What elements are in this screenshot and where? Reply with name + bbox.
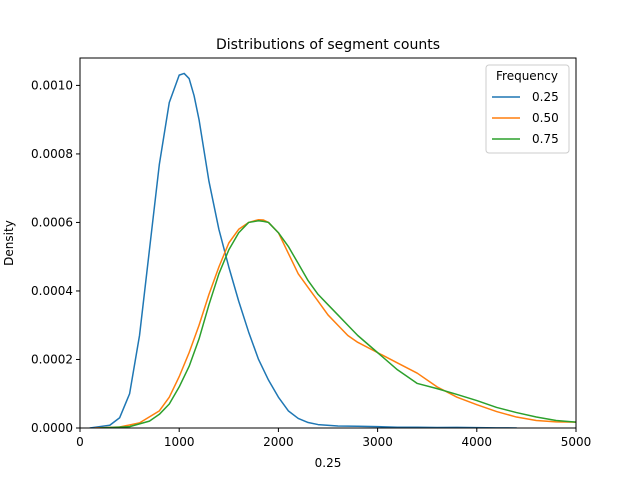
legend-label: 0.75 [532, 132, 559, 146]
y-tick-label: 0.0008 [31, 147, 73, 161]
y-tick-label: 0.0002 [31, 352, 73, 366]
series-line-0.75 [99, 219, 576, 428]
legend-items: 0.25 0.50 0.75 [492, 90, 559, 146]
x-axis: 0 1000 2000 3000 4000 5000 [76, 428, 591, 449]
y-tick-label: 0.0004 [31, 284, 73, 298]
series-line-0.25 [89, 72, 518, 428]
legend-box [485, 64, 570, 154]
series-line-0.50 [94, 218, 576, 428]
y-axis-label: Density [2, 220, 16, 266]
x-tick-label: 4000 [462, 435, 493, 449]
y-tick-label: 0.0000 [31, 421, 73, 435]
x-tick-label: 3000 [362, 435, 393, 449]
plot-area [79, 57, 577, 429]
legend-label: 0.50 [532, 111, 559, 125]
chart-title: Distributions of segment counts [216, 37, 440, 53]
x-tick-label: 0 [76, 435, 84, 449]
legend-label: 0.25 [532, 90, 559, 104]
x-tick-label: 1000 [164, 435, 195, 449]
x-tick-label: 5000 [561, 435, 592, 449]
plot-frame [79, 57, 577, 429]
legend: Frequency 0.25 0.50 0.75 [485, 64, 570, 154]
x-axis-label: 0.25 [315, 456, 342, 470]
series-layer [89, 72, 576, 428]
y-tick-label: 0.0010 [31, 78, 73, 92]
y-tick-label: 0.0006 [31, 215, 73, 229]
y-axis: 0.0000 0.0002 0.0004 0.0006 0.0008 0.0010 [31, 78, 80, 435]
x-tick-label: 2000 [263, 435, 294, 449]
legend-title: Frequency [496, 69, 558, 83]
